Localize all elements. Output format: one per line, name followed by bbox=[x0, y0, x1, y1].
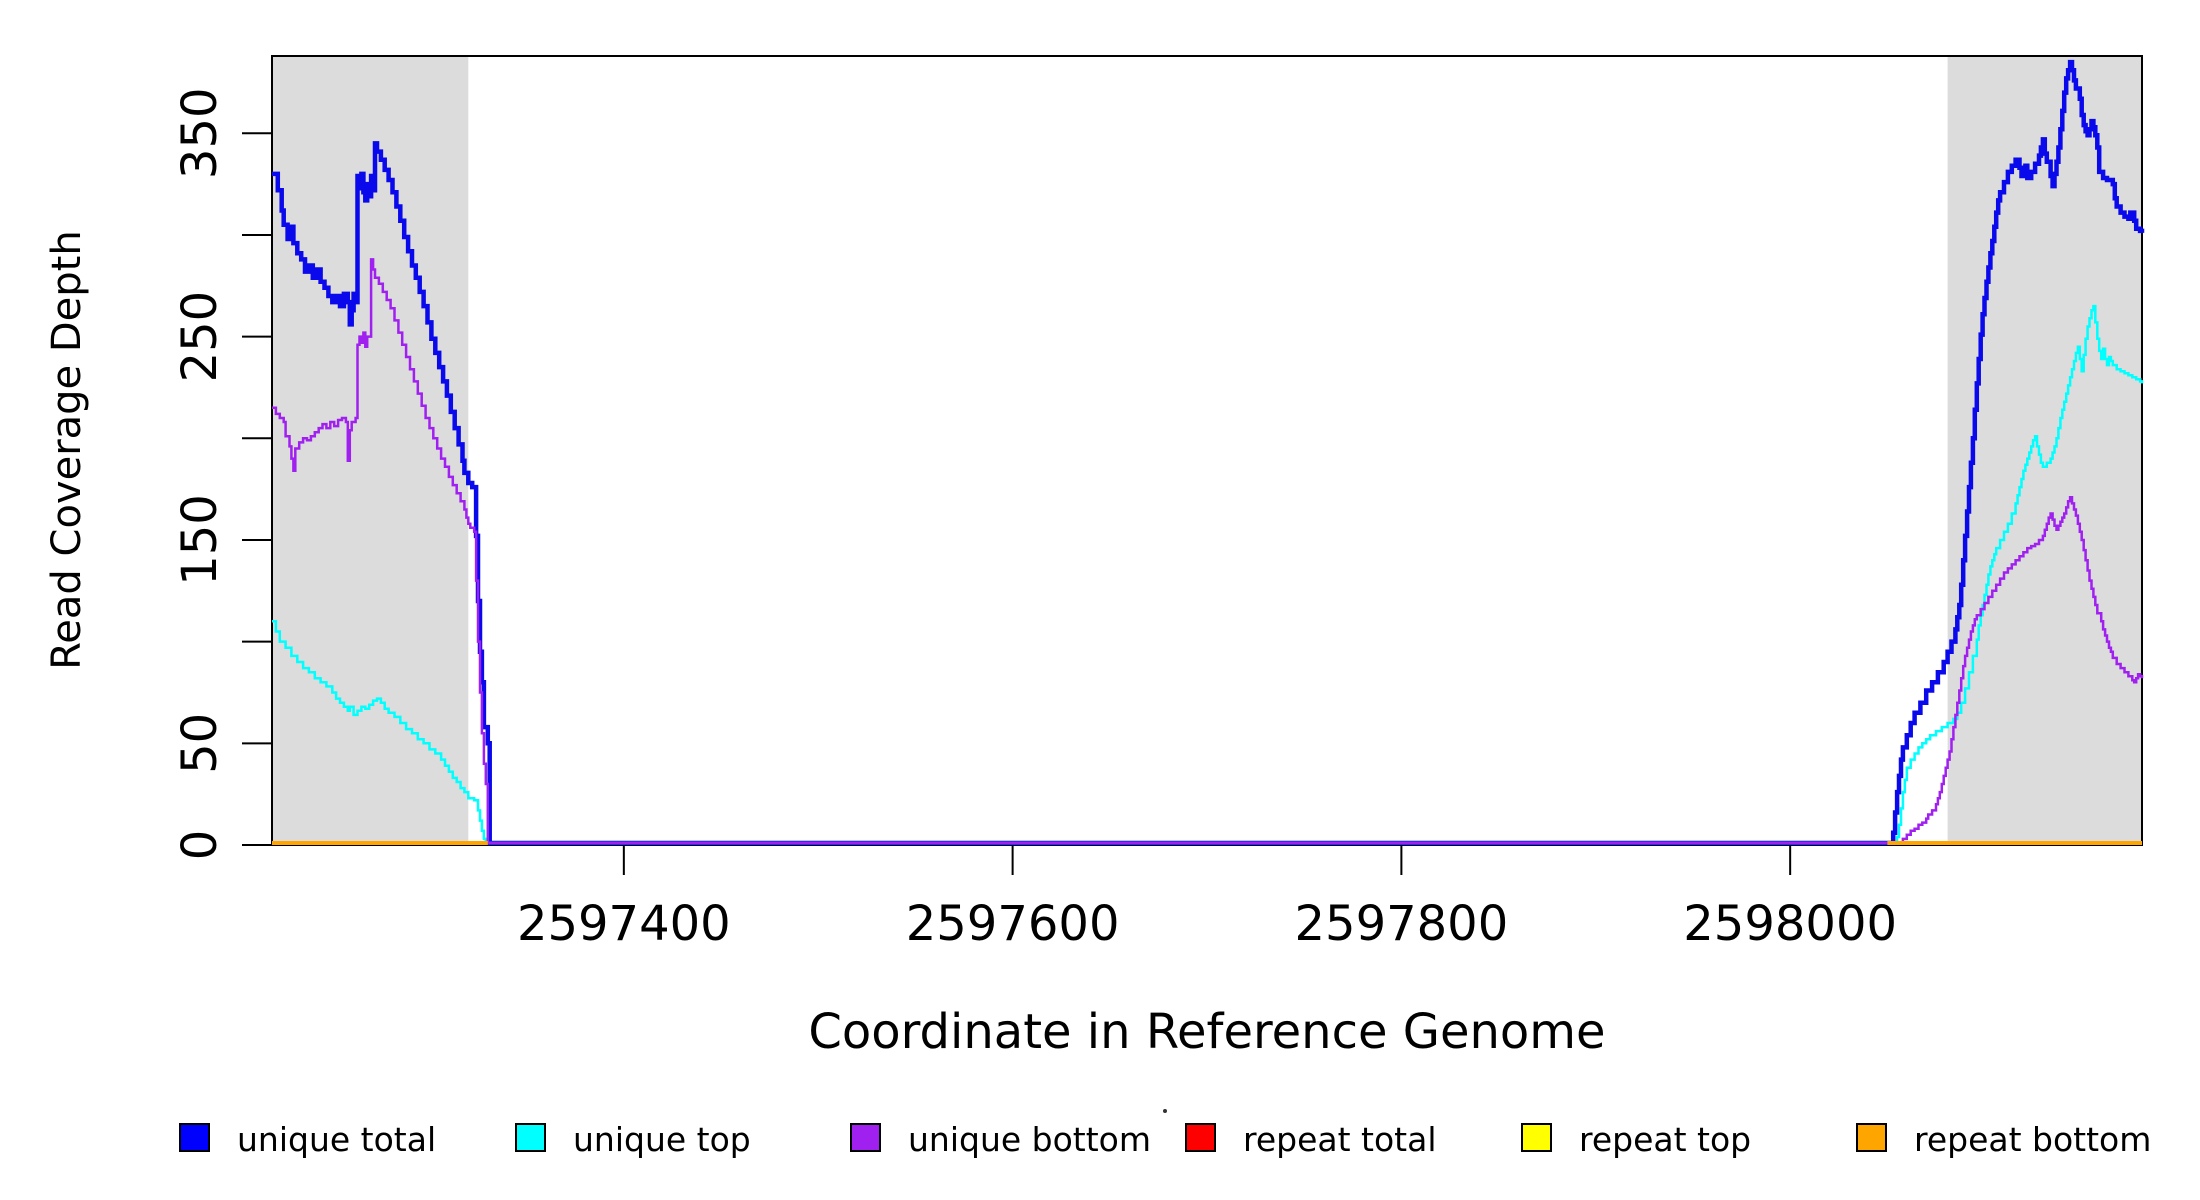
y-axis-tick-label: 150 bbox=[172, 494, 228, 586]
legend-swatch-unique-top bbox=[515, 1123, 546, 1152]
legend-label: unique bottom bbox=[908, 1120, 1151, 1159]
legend-item: unique top bbox=[515, 1120, 751, 1159]
legend-label: repeat top bbox=[1579, 1120, 1751, 1159]
x-axis-title: Coordinate in Reference Genome bbox=[808, 1004, 1605, 1060]
stray-dot bbox=[1163, 1109, 1167, 1113]
legend-item: repeat bottom bbox=[1856, 1120, 2151, 1159]
legend-item: repeat total bbox=[1185, 1120, 1437, 1159]
y-axis-tick-label: 250 bbox=[172, 291, 228, 383]
y-axis-tick-label: 50 bbox=[172, 713, 228, 774]
x-axis-tick-label: 2598000 bbox=[1683, 896, 1897, 952]
y-axis: 0 50 150 250 350 bbox=[172, 87, 272, 860]
series-line-unique-top bbox=[272, 304, 2144, 845]
legend-label: unique top bbox=[573, 1120, 751, 1159]
highlight-band bbox=[1947, 56, 2142, 845]
x-axis-tick-label: 2597800 bbox=[1294, 896, 1508, 952]
legend-label: repeat total bbox=[1243, 1120, 1437, 1159]
plot-border bbox=[271, 55, 2143, 846]
legend-swatch-repeat-bottom bbox=[1856, 1123, 1887, 1152]
legend-item: repeat top bbox=[1521, 1120, 1751, 1159]
shaded-bands bbox=[272, 56, 2142, 845]
legend-swatch-repeat-total bbox=[1185, 1123, 1216, 1152]
legend-swatch-unique-bottom bbox=[850, 1123, 881, 1152]
y-axis-tick-label: 350 bbox=[172, 87, 228, 179]
y-axis-tick-label: 0 bbox=[172, 830, 228, 861]
legend-label: unique total bbox=[237, 1120, 436, 1159]
legend-swatch-repeat-top bbox=[1521, 1123, 1552, 1152]
legend-item: unique total bbox=[179, 1120, 436, 1159]
x-axis-tick-label: 2597400 bbox=[517, 896, 731, 952]
legend-swatch-unique-total bbox=[179, 1123, 210, 1152]
legend-label: repeat bottom bbox=[1914, 1120, 2151, 1159]
x-axis-tick-label: 2597600 bbox=[906, 896, 1120, 952]
series-line-unique-total bbox=[272, 59, 2145, 846]
legend: unique total unique top unique bottom repea… bbox=[179, 1120, 2151, 1159]
series-line-unique-bottom bbox=[272, 258, 2144, 845]
legend-item: unique bottom bbox=[850, 1120, 1151, 1159]
x-axis: 2597400 2597600 2597800 2598000 bbox=[517, 845, 1897, 952]
series-lines bbox=[272, 59, 2145, 846]
y-axis-title: Read Coverage Depth bbox=[44, 230, 90, 669]
